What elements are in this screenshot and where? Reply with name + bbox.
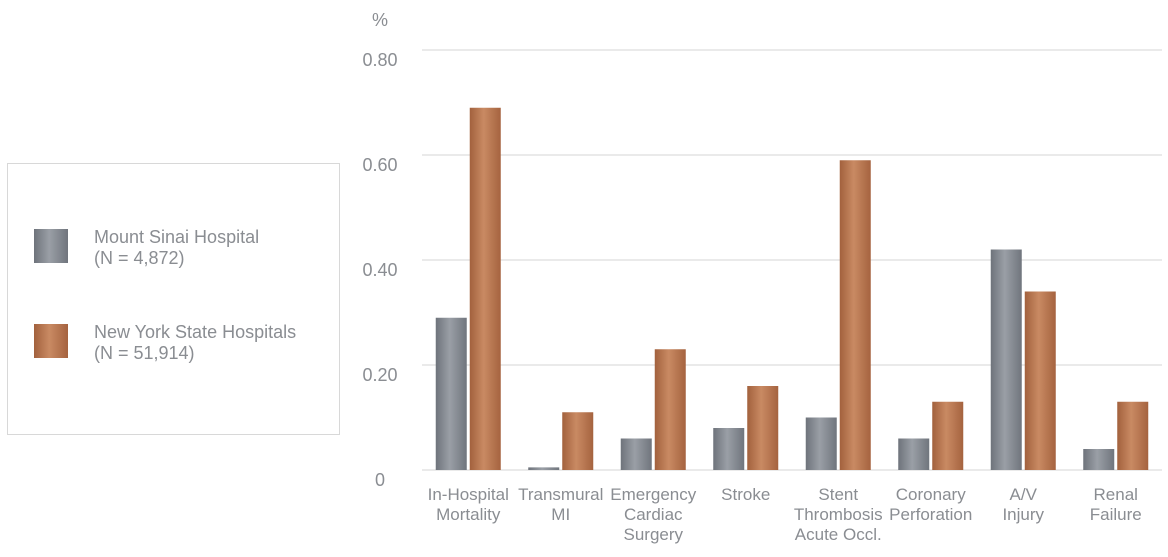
bars [435, 107, 1149, 470]
y-axis-label: % [372, 10, 388, 30]
legend-label-mount-sinai: Mount Sinai Hospital [94, 227, 260, 247]
y-axis-ticks: 0 0.20 0.40 0.60 0.80 [362, 50, 397, 490]
bar-nys-hospitals [562, 412, 594, 470]
legend-n-mount-sinai: (N = 4,872) [94, 248, 185, 268]
x-tick-label: Stent Thrombosis Acute Occl. [794, 485, 883, 544]
y-tick-label: 0 [375, 470, 385, 490]
x-tick-label: Stroke [721, 485, 770, 504]
bar-nys-hospitals [747, 386, 779, 470]
bar-mount-sinai [805, 417, 837, 470]
bar-mount-sinai [1083, 449, 1115, 470]
y-tick-label: 0.80 [362, 50, 397, 70]
y-tick-label: 0.40 [362, 260, 397, 280]
bar-nys-hospitals [839, 160, 871, 470]
legend-swatch-mount-sinai [34, 229, 68, 263]
bar-mount-sinai [528, 467, 560, 470]
x-tick-label: Renal Failure [1090, 485, 1142, 524]
bar-mount-sinai [898, 438, 930, 470]
bar-nys-hospitals [932, 401, 964, 470]
bar-mount-sinai [620, 438, 652, 470]
bar-nys-hospitals [1117, 401, 1149, 470]
legend-n-nys-hospitals: (N = 51,914) [94, 343, 195, 363]
x-tick-label: In-Hospital Mortality [428, 485, 509, 524]
x-tick-label: Transmural MI [518, 485, 603, 524]
bar-mount-sinai [990, 249, 1022, 470]
legend-label-nys-hospitals: New York State Hospitals [94, 322, 297, 342]
y-tick-label: 0.20 [362, 365, 397, 385]
y-tick-label: 0.60 [362, 155, 397, 175]
x-tick-label: Emergency Cardiac Surgery [610, 485, 696, 544]
bar-mount-sinai [713, 428, 745, 470]
legend-swatch-nys-hospitals [34, 324, 68, 358]
x-tick-label: A/V Injury [1002, 485, 1044, 524]
bar-nys-hospitals [469, 107, 501, 470]
bar-nys-hospitals [1024, 291, 1056, 470]
bar-mount-sinai [435, 317, 467, 470]
bar-nys-hospitals [654, 349, 686, 470]
legend: Mount Sinai Hospital (N = 4,872) New Yor… [7, 163, 340, 435]
x-tick-label: Coronary Perforation [889, 485, 972, 524]
